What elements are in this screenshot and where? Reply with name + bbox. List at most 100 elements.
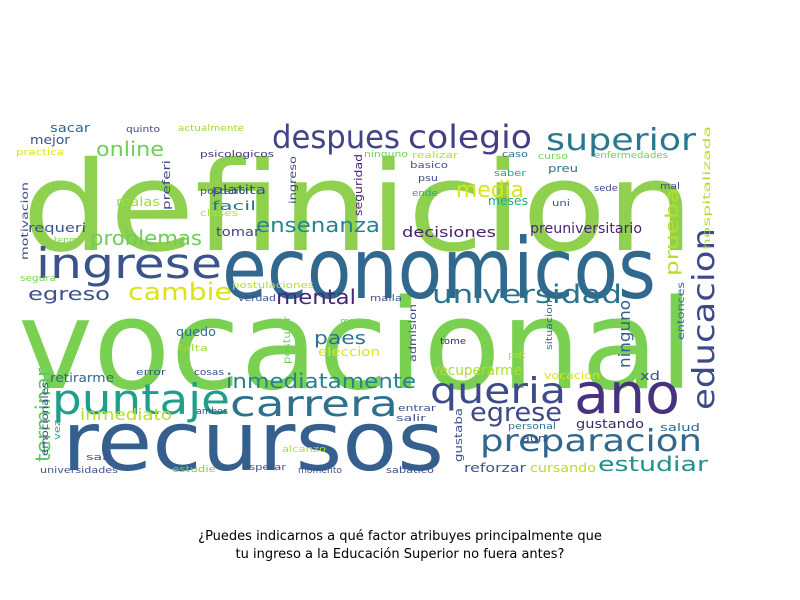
chart-title-line-1: ¿Puedes indicarnos a qué factor atribuye…	[198, 529, 602, 544]
word-educacion: educacion	[687, 228, 722, 410]
word-tome: tome	[440, 337, 467, 347]
word-cambie: cambie	[128, 278, 232, 306]
word-emocionales: emocionales	[40, 382, 51, 456]
word-ninguno: ninguno	[615, 300, 634, 368]
word-universidades: universidades	[40, 466, 118, 476]
word-situacion: situacion	[545, 300, 555, 350]
word-superior: superior	[546, 123, 697, 158]
word-salir: salir	[396, 414, 426, 424]
word-admision: admision	[408, 304, 419, 362]
word-ingrese: ingrese	[36, 239, 222, 288]
word-salud: salud	[660, 421, 700, 434]
word-mal: mal	[660, 182, 680, 192]
word-facil: facil	[212, 199, 256, 213]
word-momento: momento	[298, 466, 342, 476]
word-practica: practica	[16, 148, 64, 158]
word-psicologicos: psicologicos	[200, 150, 274, 160]
word-entrar: entrar	[398, 404, 436, 414]
word-saber: saber	[494, 169, 526, 179]
word-inmediato: inmediato	[80, 405, 172, 424]
word-vez: vez	[53, 420, 63, 440]
word-paes: paes	[314, 328, 366, 349]
word-ingreso: ingreso	[288, 156, 299, 204]
word-actualmente: actualmente	[178, 124, 245, 134]
word-curso: curso	[538, 152, 569, 162]
word-sali: sali	[86, 453, 110, 463]
word-carrera: carrera	[230, 384, 398, 425]
word-basico: basico	[410, 161, 449, 171]
word-ninguno: ninguno	[364, 150, 409, 160]
word-eleccion: eleccion	[318, 345, 380, 359]
word-recuperarme: recuperarme	[434, 363, 522, 379]
word-ano: ano	[574, 362, 680, 427]
word-uni: uni	[552, 199, 570, 209]
word-preparacion: preparacion	[480, 424, 702, 459]
word-ende: ende	[412, 189, 439, 199]
word-sabatico: sabatico	[386, 466, 435, 476]
word-cosas: cosas	[194, 368, 224, 378]
word-retirarme: retirarme	[50, 371, 114, 385]
word-egrese: egrese	[470, 398, 562, 428]
word-mental: mental	[276, 285, 356, 309]
word-sacar: sacar	[50, 121, 90, 135]
word-ambos: ambos	[196, 407, 228, 417]
word-requeri: requeri	[28, 221, 86, 235]
word-falta: falta	[178, 344, 208, 354]
word-enfermedades: enfermedades	[594, 151, 668, 161]
word-preu: preu	[548, 162, 578, 175]
word-estudie: estudie	[172, 465, 217, 475]
word-recursos: recursos	[62, 395, 444, 490]
word-malla: malla	[370, 294, 402, 304]
word-terminar: terminar	[31, 367, 55, 462]
word-egreso: egreso	[28, 284, 110, 305]
word-tenm: tenm	[54, 236, 78, 246]
chart-title: ¿Puedes indicarnos a qué factor atribuye…	[0, 528, 800, 564]
word-ensenanza: ensenanza	[256, 213, 380, 237]
word-cursando: cursando	[530, 461, 596, 475]
word-caso: caso	[502, 150, 529, 160]
word-gustando: gustando	[576, 417, 644, 431]
word-inmediatamente: inmediatamente	[226, 369, 416, 393]
word-online: online	[96, 137, 164, 161]
word-quinto: quinto	[126, 125, 161, 135]
word-preuniversitario: preuniversitario	[530, 221, 642, 237]
word-error: error	[136, 368, 166, 378]
word-psu: psu	[418, 174, 438, 184]
word-reforzar: reforzar	[464, 461, 526, 475]
word-problemas: problemas	[90, 226, 202, 250]
word-esperar: esperar	[242, 463, 286, 473]
word-mejor: mejor	[30, 133, 70, 147]
word-personal: personal	[508, 422, 556, 432]
word-platita: platita	[212, 183, 266, 197]
word-economicos: economicos	[222, 220, 656, 318]
word-despues: despues	[272, 118, 400, 156]
word-entonces: entonces	[676, 282, 687, 340]
word-realizar: realizar	[412, 151, 458, 161]
word-preferi: preferi	[160, 160, 173, 210]
word-aun: aun	[522, 432, 546, 445]
word-queria: queria	[430, 371, 566, 412]
word-tomar: tomar	[216, 225, 260, 239]
word-hospitalizada: hospitalizada	[702, 126, 713, 250]
word-decisiones: decisiones	[402, 225, 496, 241]
word-alcanzo: alcanzo	[282, 445, 327, 455]
word-definicion: definicion	[22, 136, 694, 280]
word-meses: meses	[488, 194, 528, 208]
word-gustaba: gustaba	[452, 408, 465, 462]
word-media: media	[456, 178, 524, 203]
word-colegio: colegio	[408, 118, 532, 156]
word-estudiar: estudiar	[598, 452, 709, 476]
word-xd: xd	[640, 369, 660, 383]
word-postulaciones: postulaciones	[232, 281, 314, 291]
word-mayor: mayor	[340, 317, 370, 327]
word-motivacion: motivacion	[20, 182, 31, 260]
word-posterior: posterior	[200, 187, 250, 197]
word-segura: segura	[20, 274, 56, 284]
chart-title-line-2: tu ingreso a la Educación Superior no fu…	[235, 547, 565, 562]
word-postular: postular	[282, 315, 293, 364]
word-vocacional: vocacional	[18, 274, 694, 418]
word-pdt: pdt	[508, 351, 527, 361]
word-verdad: verdad	[238, 294, 276, 304]
word-sede: sede	[594, 184, 619, 194]
